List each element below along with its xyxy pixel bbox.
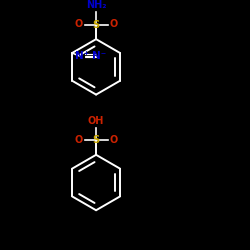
Text: NH₂: NH₂ (86, 0, 106, 10)
Text: O: O (75, 19, 83, 29)
Text: S: S (92, 20, 100, 30)
Text: O: O (109, 135, 117, 145)
Text: N⁺: N⁺ (74, 51, 89, 61)
Text: O: O (75, 135, 83, 145)
Text: OH: OH (88, 116, 104, 126)
Text: O: O (109, 19, 117, 29)
Text: S: S (92, 135, 100, 145)
Text: N⁻: N⁻ (92, 51, 106, 61)
